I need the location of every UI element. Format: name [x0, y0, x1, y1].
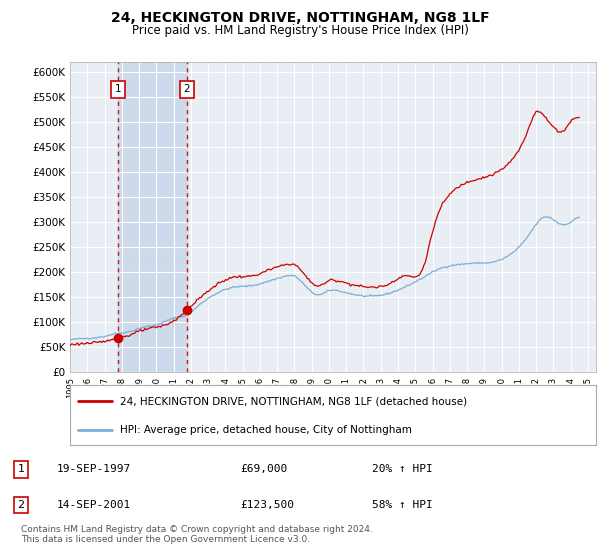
Text: Contains HM Land Registry data © Crown copyright and database right 2024.
This d: Contains HM Land Registry data © Crown c…: [21, 525, 373, 544]
Text: 14-SEP-2001: 14-SEP-2001: [57, 500, 131, 510]
Text: 24, HECKINGTON DRIVE, NOTTINGHAM, NG8 1LF (detached house): 24, HECKINGTON DRIVE, NOTTINGHAM, NG8 1L…: [120, 396, 467, 406]
Text: £69,000: £69,000: [240, 464, 287, 474]
Text: 20% ↑ HPI: 20% ↑ HPI: [372, 464, 433, 474]
Bar: [118, 62, 187, 372]
Text: 19-SEP-1997: 19-SEP-1997: [57, 464, 131, 474]
Text: 58% ↑ HPI: 58% ↑ HPI: [372, 500, 433, 510]
Text: Price paid vs. HM Land Registry's House Price Index (HPI): Price paid vs. HM Land Registry's House …: [131, 24, 469, 37]
Text: HPI: Average price, detached house, City of Nottingham: HPI: Average price, detached house, City…: [120, 425, 412, 435]
Text: 1: 1: [115, 84, 121, 94]
Text: 2: 2: [17, 500, 25, 510]
Text: 24, HECKINGTON DRIVE, NOTTINGHAM, NG8 1LF: 24, HECKINGTON DRIVE, NOTTINGHAM, NG8 1L…: [110, 11, 490, 25]
Text: 1: 1: [17, 464, 25, 474]
Text: 2: 2: [184, 84, 190, 94]
Text: £123,500: £123,500: [240, 500, 294, 510]
